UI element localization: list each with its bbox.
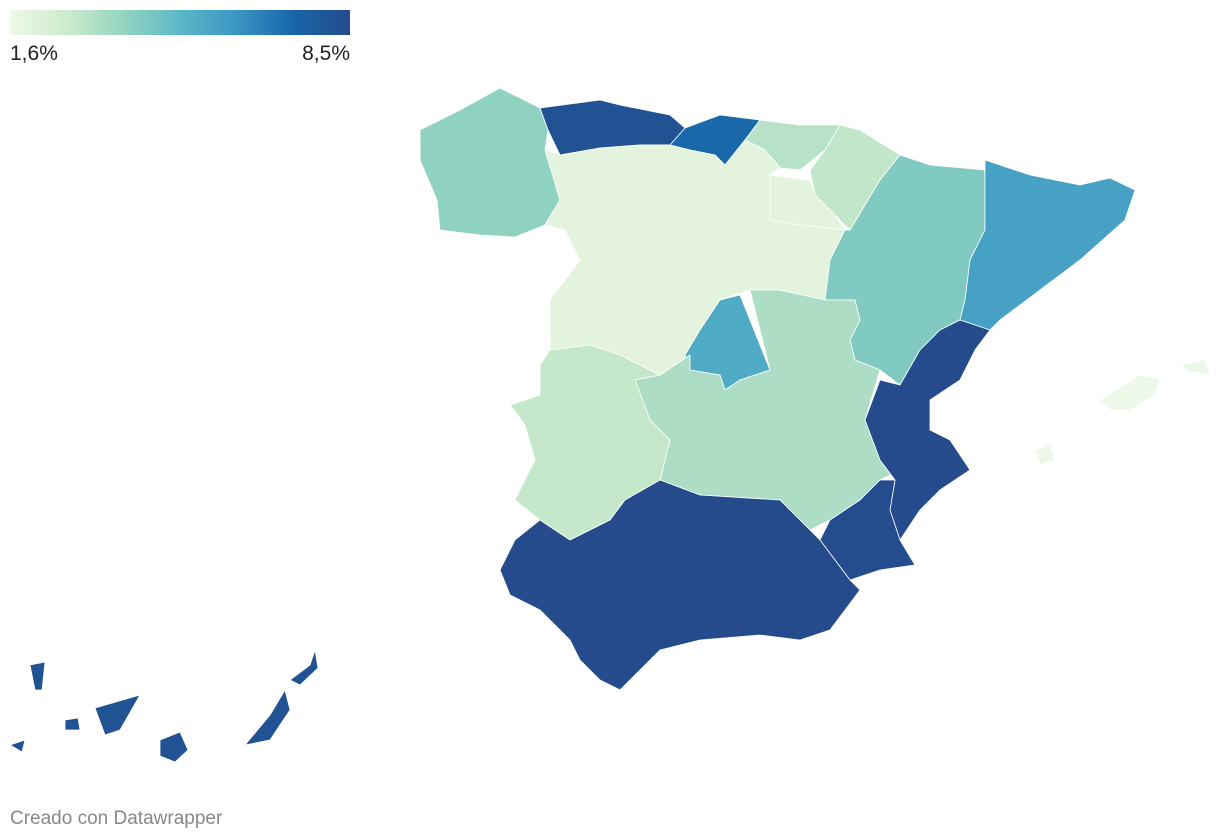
region[interactable] — [959, 159, 1136, 331]
legend-min-label: 1,6% — [10, 42, 58, 65]
region[interactable] — [419, 87, 561, 238]
region[interactable] — [9, 649, 319, 763]
legend-gradient — [10, 10, 350, 35]
regions — [9, 87, 1211, 763]
region[interactable] — [1034, 359, 1211, 466]
region[interactable] — [499, 479, 861, 691]
footer: Creado con Datawrapper — [10, 808, 223, 829]
legend-max-label: 8,5% — [302, 42, 350, 65]
region[interactable] — [864, 319, 991, 541]
region[interactable] — [819, 479, 916, 581]
